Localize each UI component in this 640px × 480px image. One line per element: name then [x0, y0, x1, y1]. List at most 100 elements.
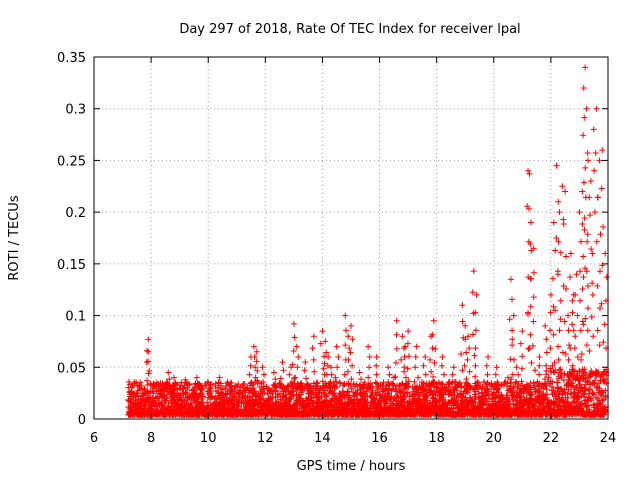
data-point-cluster [309, 345, 316, 352]
data-point-cluster [576, 297, 583, 304]
data-point-cluster [591, 167, 598, 174]
data-point-cluster [586, 194, 593, 201]
data-point-cluster [532, 367, 539, 374]
data-point-cluster [549, 275, 556, 282]
data-point-cluster [527, 331, 534, 338]
data-point-cluster [401, 353, 408, 360]
data-point-cluster [589, 291, 596, 298]
data-point-cluster [328, 371, 335, 378]
data-point [422, 353, 429, 360]
data-point [587, 178, 594, 185]
data-point [519, 328, 526, 335]
data-point-cluster [426, 356, 433, 363]
data-point [547, 291, 554, 298]
data-point-cluster [508, 296, 515, 303]
data-point-cluster [550, 331, 557, 338]
data-point-cluster [392, 359, 399, 366]
data-point [562, 188, 569, 195]
data-point-cluster [292, 374, 299, 381]
data-point [599, 147, 606, 154]
data-point [536, 353, 543, 360]
data-point [573, 271, 580, 278]
data-point-cluster [472, 362, 479, 369]
data-point-cluster [577, 268, 584, 275]
background-point [129, 383, 136, 390]
data-point-cluster [580, 253, 587, 260]
background-point [186, 381, 193, 388]
data-point-cluster [346, 345, 353, 352]
data-point-cluster [593, 238, 600, 245]
data-point [459, 302, 466, 309]
data-point [290, 320, 297, 327]
data-point [345, 333, 352, 340]
data-point-cluster [556, 327, 563, 334]
data-point-cluster [592, 209, 599, 216]
data-point-cluster [366, 364, 373, 371]
data-point-cluster [600, 339, 607, 346]
data-point [510, 312, 517, 319]
data-point [390, 374, 397, 381]
data-point [270, 369, 277, 376]
data-point-cluster [449, 371, 456, 378]
data-point [450, 364, 457, 371]
y-tick-label: 0.35 [57, 51, 86, 66]
data-point-cluster [571, 345, 578, 352]
data-point-cluster [596, 305, 603, 312]
y-tick-label: 0.05 [57, 361, 86, 376]
data-point-cluster [580, 132, 587, 139]
data-point-cluster [595, 194, 602, 201]
data-point-cluster [598, 185, 605, 192]
data-point-cluster [554, 268, 561, 275]
data-point-cluster [582, 164, 589, 171]
data-point-cluster [277, 375, 284, 382]
data-point-cluster [401, 364, 408, 371]
data-point [556, 209, 563, 216]
data-point-cluster [567, 274, 574, 281]
y-axis-label: ROTI / TECUs [7, 195, 22, 280]
data-point-cluster [557, 249, 564, 256]
grid-lines [94, 57, 608, 419]
background-point [260, 395, 267, 402]
data-point-cluster [579, 220, 586, 227]
data-point [259, 364, 266, 371]
data-point-cluster [143, 359, 150, 366]
data-point-cluster [579, 285, 586, 292]
background-point [224, 379, 231, 386]
data-point [165, 369, 172, 376]
background-point [235, 381, 242, 388]
x-tick-label: 24 [600, 431, 617, 446]
data-point-cluster [586, 212, 593, 219]
data-point-cluster [580, 274, 587, 281]
data-point-cluster [560, 349, 567, 356]
x-tick-label: 10 [200, 431, 217, 446]
data-point [485, 353, 492, 360]
data-point-cluster [596, 268, 603, 275]
background-point [164, 379, 171, 386]
data-point [550, 219, 557, 226]
data-point [365, 343, 372, 350]
data-point-cluster [536, 371, 543, 378]
data-point [583, 105, 590, 112]
y-tick-label: 0.1 [65, 310, 86, 325]
data-point-cluster [144, 377, 151, 384]
data-point-cluster [311, 368, 318, 375]
data-point-cluster [555, 343, 562, 350]
background-point [131, 380, 138, 387]
x-tick-label: 22 [543, 431, 560, 446]
data-point [253, 348, 260, 355]
data-point [576, 209, 583, 216]
data-point [596, 157, 603, 164]
x-tick-label: 8 [147, 431, 155, 446]
data-point-cluster [373, 380, 380, 387]
data-point-cluster [580, 321, 587, 328]
data-point [356, 369, 363, 376]
data-point-cluster [428, 368, 435, 375]
data-point-cluster [386, 371, 393, 378]
data-point-cluster [294, 364, 301, 371]
data-point-cluster [578, 356, 585, 363]
data-point-cluster [594, 327, 601, 334]
data-point-cluster [341, 371, 348, 378]
data-point-cluster [295, 353, 302, 360]
data-point-cluster [432, 345, 439, 352]
data-point-cluster [422, 371, 429, 378]
